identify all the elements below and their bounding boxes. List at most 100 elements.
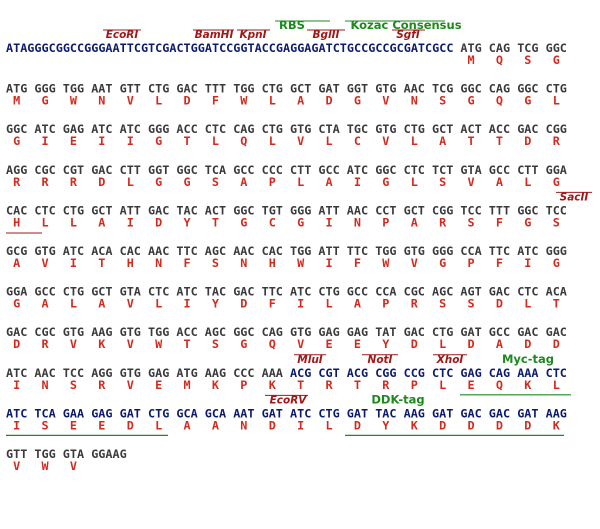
amino-acid: V (411, 256, 418, 270)
amino-acid: W (382, 256, 390, 270)
amino-acid: I (70, 256, 77, 270)
amino-acid: T (183, 337, 190, 351)
codon: CAG (489, 82, 510, 96)
amino-acid: V (127, 337, 134, 351)
amino-acid: T (212, 215, 219, 229)
amino-acid: D (325, 94, 332, 108)
amino-acid: S (70, 378, 77, 392)
amino-acid: G (183, 175, 190, 189)
restriction-site: SacII (560, 191, 589, 203)
codon: GTA (120, 285, 141, 299)
feature-label: Kozac Consensus (350, 18, 461, 32)
codon: GAC (489, 285, 510, 299)
amino-acid: N (240, 418, 247, 432)
amino-acid: N (155, 256, 162, 270)
amino-acid: V (70, 459, 77, 473)
feature-label: RBS (279, 18, 305, 32)
codon: GCC (489, 325, 510, 339)
codon: GAT (460, 325, 481, 339)
amino-acid: G (553, 53, 560, 67)
codon: GAC (489, 406, 510, 420)
amino-acid: D (155, 215, 162, 229)
codon: GCC (233, 163, 254, 177)
amino-acid: T (467, 134, 474, 148)
codon: GTG (120, 325, 141, 339)
codon: GAC (460, 406, 481, 420)
amino-acid: A (496, 337, 503, 351)
codon: AAC (233, 244, 254, 258)
amino-acid: T (553, 297, 560, 311)
codon: GGC (546, 41, 567, 55)
codon: CGG (375, 366, 396, 380)
codon: AAA (517, 366, 538, 380)
codon: CTG (262, 82, 283, 96)
codon: TAC (176, 203, 197, 217)
codon: TTC (347, 244, 368, 258)
amino-acid: G (240, 337, 247, 351)
codon: GCT (432, 122, 453, 136)
amino-acid: L (553, 94, 560, 108)
amino-acid: I (297, 418, 304, 432)
amino-acid: R (13, 175, 21, 189)
codon: AAT (91, 82, 112, 96)
amino-acid: I (183, 297, 190, 311)
amino-acid: F (354, 256, 361, 270)
codon: GTA (460, 163, 481, 177)
amino-acid: F (496, 256, 503, 270)
codon: ATC (120, 122, 141, 136)
codon: CGT (63, 163, 84, 177)
codon: TCT (432, 163, 453, 177)
amino-acid: A (13, 256, 20, 270)
codon: CTC (404, 163, 425, 177)
codon: GTT (6, 447, 27, 461)
amino-acid: V (13, 459, 20, 473)
amino-acid: A (325, 175, 332, 189)
amino-acid: L (411, 175, 418, 189)
amino-acid: G (297, 215, 304, 229)
amino-acid: P (382, 215, 389, 229)
amino-acid: P (411, 378, 418, 392)
amino-acid: Y (382, 418, 390, 432)
codon: CCA (460, 244, 481, 258)
amino-acid: S (41, 418, 48, 432)
codon: GGT (148, 163, 169, 177)
codon: GCC (34, 285, 55, 299)
codon: ATC (91, 122, 112, 136)
amino-acid: G (524, 94, 531, 108)
codon: GGT (347, 82, 368, 96)
amino-acid: C (269, 215, 276, 229)
amino-acid: D (467, 418, 474, 432)
amino-acid: Y (382, 337, 390, 351)
codon: GAT (120, 406, 141, 420)
codon: GCT (91, 285, 112, 299)
amino-acid: S (439, 297, 446, 311)
codon: GAG (148, 366, 169, 380)
amino-acid: L (439, 337, 446, 351)
amino-acid: P (382, 297, 389, 311)
amino-acid: D (524, 418, 531, 432)
amino-acid: K (411, 418, 419, 432)
codon: CTG (63, 285, 84, 299)
amino-acid: L (41, 215, 48, 229)
codon: GTA (63, 447, 84, 461)
amino-acid: G (524, 215, 531, 229)
codon: TGT (262, 203, 283, 217)
amino-acid: F (183, 256, 190, 270)
codon: AAC (148, 244, 169, 258)
codon: GGAAG (91, 447, 127, 461)
codon: GAT (347, 406, 368, 420)
codon: CTC (546, 366, 567, 380)
codon: AGT (460, 285, 481, 299)
amino-acid: D (354, 418, 361, 432)
codon: ATG (176, 366, 197, 380)
codon: TCC (546, 203, 567, 217)
amino-acid: L (70, 297, 77, 311)
amino-acid: R (41, 337, 49, 351)
codon: AGG (91, 366, 112, 380)
amino-acid: I (13, 378, 20, 392)
codon: TCA (205, 163, 226, 177)
codon: GAC (176, 82, 197, 96)
amino-acid: H (127, 256, 134, 270)
amino-acid: V (70, 337, 77, 351)
codon: TCG (432, 82, 453, 96)
